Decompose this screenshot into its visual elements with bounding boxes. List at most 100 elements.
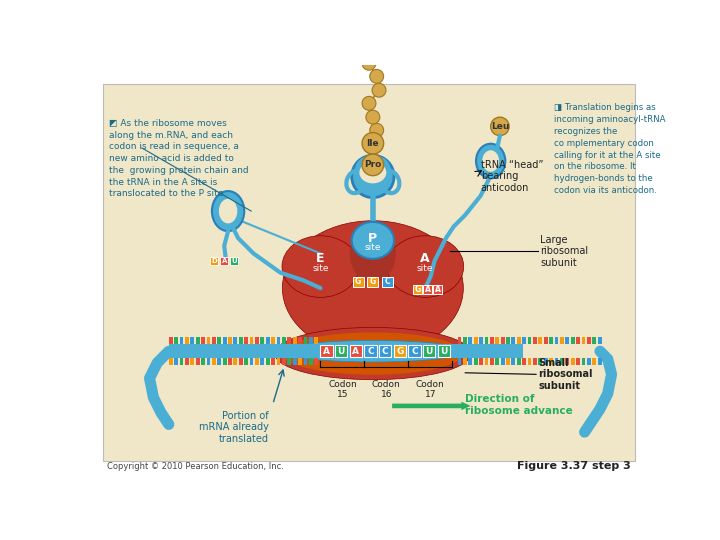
Circle shape bbox=[370, 29, 384, 43]
Bar bbox=[506, 338, 510, 345]
Bar bbox=[364, 345, 377, 357]
Bar bbox=[304, 358, 307, 365]
Bar bbox=[544, 358, 548, 365]
Circle shape bbox=[362, 96, 376, 110]
Bar bbox=[485, 338, 488, 345]
Bar bbox=[457, 358, 462, 365]
Bar bbox=[495, 358, 499, 365]
Bar bbox=[222, 338, 227, 345]
Bar bbox=[335, 345, 348, 357]
Bar bbox=[222, 358, 227, 365]
Bar bbox=[517, 358, 521, 365]
Text: U: U bbox=[338, 347, 345, 356]
Bar bbox=[179, 338, 184, 345]
FancyBboxPatch shape bbox=[104, 84, 634, 461]
Text: Small
ribosomal
subunit: Small ribosomal subunit bbox=[539, 357, 593, 391]
Bar bbox=[244, 358, 248, 365]
Bar bbox=[282, 358, 286, 365]
Bar bbox=[598, 358, 601, 365]
Text: Ile: Ile bbox=[366, 139, 379, 148]
Bar bbox=[413, 285, 422, 294]
Ellipse shape bbox=[350, 225, 396, 282]
Bar bbox=[315, 358, 318, 365]
Ellipse shape bbox=[219, 199, 238, 224]
Bar bbox=[239, 358, 243, 365]
Bar bbox=[533, 338, 537, 345]
Text: A: A bbox=[420, 252, 430, 265]
Circle shape bbox=[490, 117, 509, 136]
Bar bbox=[517, 338, 521, 345]
Bar bbox=[239, 338, 243, 345]
Bar bbox=[544, 338, 548, 345]
Bar bbox=[233, 358, 238, 365]
Bar bbox=[217, 358, 221, 365]
Ellipse shape bbox=[387, 236, 464, 298]
Bar bbox=[593, 338, 596, 345]
Bar bbox=[598, 338, 601, 345]
Bar bbox=[554, 338, 559, 345]
Bar bbox=[196, 338, 199, 345]
Bar bbox=[528, 358, 531, 365]
Ellipse shape bbox=[476, 144, 505, 178]
Circle shape bbox=[370, 123, 384, 137]
Ellipse shape bbox=[281, 340, 465, 362]
Bar bbox=[287, 338, 291, 345]
Text: U: U bbox=[440, 347, 447, 356]
Text: site: site bbox=[417, 264, 433, 273]
Text: U: U bbox=[426, 347, 433, 356]
Bar bbox=[495, 338, 499, 345]
Text: ◩ As the ribosome moves
along the m.RNA, and each
codon is read in sequence, a
n: ◩ As the ribosome moves along the m.RNA,… bbox=[109, 119, 248, 199]
Bar bbox=[190, 338, 194, 345]
Ellipse shape bbox=[282, 221, 464, 355]
Bar bbox=[168, 338, 173, 345]
Bar bbox=[255, 358, 259, 365]
Text: E: E bbox=[316, 252, 325, 265]
Bar bbox=[298, 358, 302, 365]
Bar bbox=[266, 358, 270, 365]
Bar bbox=[539, 358, 542, 365]
Bar bbox=[228, 338, 232, 345]
Bar bbox=[582, 358, 585, 365]
Bar bbox=[261, 358, 264, 365]
Bar bbox=[539, 338, 542, 345]
Bar bbox=[293, 358, 297, 365]
Bar bbox=[463, 338, 467, 345]
Bar bbox=[423, 285, 432, 294]
Bar bbox=[463, 358, 467, 365]
Circle shape bbox=[366, 16, 379, 29]
Bar bbox=[201, 358, 205, 365]
Bar bbox=[511, 358, 516, 365]
Text: C: C bbox=[411, 347, 418, 356]
Bar bbox=[228, 358, 232, 365]
Text: G: G bbox=[355, 278, 361, 286]
Bar bbox=[549, 338, 553, 345]
Text: G: G bbox=[396, 347, 403, 356]
Text: A: A bbox=[222, 258, 227, 264]
Text: C: C bbox=[384, 278, 390, 286]
Bar bbox=[479, 358, 483, 365]
Circle shape bbox=[370, 70, 384, 83]
Text: Large
ribosomal
subunit: Large ribosomal subunit bbox=[540, 234, 588, 268]
Text: Codon
17: Codon 17 bbox=[416, 380, 444, 399]
Bar bbox=[255, 338, 259, 345]
Text: A: A bbox=[352, 347, 359, 356]
Text: Codon
15: Codon 15 bbox=[328, 380, 357, 399]
Bar bbox=[309, 358, 312, 365]
Bar bbox=[201, 338, 205, 345]
Text: site: site bbox=[364, 243, 381, 252]
Bar bbox=[500, 338, 505, 345]
Bar bbox=[250, 358, 253, 365]
Bar bbox=[587, 338, 590, 345]
Circle shape bbox=[362, 56, 376, 70]
Bar bbox=[230, 257, 238, 265]
Bar bbox=[168, 345, 523, 358]
Bar bbox=[174, 358, 178, 365]
Bar bbox=[207, 358, 210, 365]
Text: A: A bbox=[323, 347, 330, 356]
Text: Leu: Leu bbox=[491, 122, 509, 131]
Text: D: D bbox=[212, 258, 217, 264]
Bar bbox=[174, 338, 178, 345]
Bar bbox=[212, 358, 216, 365]
Ellipse shape bbox=[282, 236, 359, 298]
Bar bbox=[522, 358, 526, 365]
